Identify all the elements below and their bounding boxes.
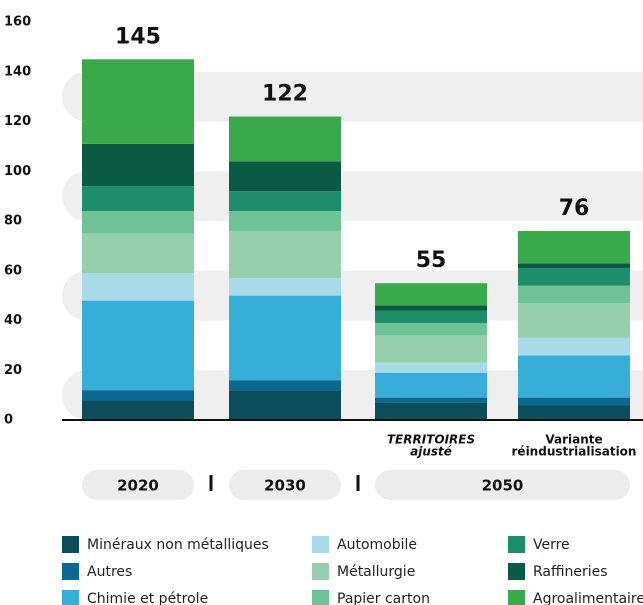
y-tick-label: 60 <box>4 263 22 278</box>
year-label: 2020 <box>117 477 159 495</box>
bar-segment <box>229 278 341 296</box>
band <box>62 171 643 221</box>
bar-segment <box>375 402 487 420</box>
bar-segment <box>82 211 194 234</box>
year-pill <box>375 470 630 500</box>
band <box>62 71 643 122</box>
bar-segment <box>82 143 194 187</box>
y-tick-label: 120 <box>4 114 31 129</box>
bar-segment <box>229 390 341 420</box>
y-tick-label: 20 <box>4 363 22 378</box>
bar-segment <box>518 405 630 420</box>
band <box>62 270 643 321</box>
bar-segment <box>375 362 487 373</box>
x-tick-label: TERRITOIRES <box>387 433 475 447</box>
legend-swatch <box>508 563 525 580</box>
legend-swatch <box>312 563 329 580</box>
bar-segment <box>82 186 194 212</box>
legend-swatch <box>508 590 525 605</box>
legend-label: Chimie et pétrole <box>87 591 208 605</box>
bar-segment <box>229 161 341 192</box>
legend-label: Autres <box>87 564 132 580</box>
total-label: 145 <box>115 24 161 49</box>
bar-segment <box>518 285 630 304</box>
bar-segment <box>229 191 341 212</box>
legend-swatch <box>508 536 525 553</box>
bar-segment <box>375 305 487 311</box>
year-label: 2030 <box>264 477 306 495</box>
bar-segment <box>518 230 630 264</box>
y-tick-label: 100 <box>4 164 31 179</box>
bar-segment <box>229 380 341 391</box>
x-tick-label: réindustrialisation <box>512 445 637 459</box>
bar-segment <box>229 116 341 162</box>
x-tick-label: Variante <box>545 433 602 447</box>
legend-swatch <box>62 563 79 580</box>
total-label: 122 <box>262 82 308 107</box>
legend-label: Raffineries <box>533 564 608 580</box>
legend-swatch <box>312 536 329 553</box>
bar-segment <box>518 268 630 286</box>
bar-segment <box>375 372 487 398</box>
bar-segment <box>375 335 487 363</box>
bar-segment <box>229 230 341 279</box>
bar-segment <box>82 390 194 401</box>
bar-segment <box>518 263 630 269</box>
legend-swatch <box>62 536 79 553</box>
bar-segment <box>518 397 630 406</box>
bar-segment <box>375 283 487 306</box>
separator <box>209 475 213 491</box>
x-tick-label: ajusté <box>410 445 452 459</box>
total-label: 76 <box>559 196 590 221</box>
total-label: 55 <box>416 248 447 273</box>
bar-segment <box>82 273 194 301</box>
bar-segment <box>518 337 630 356</box>
year-label: 2050 <box>482 477 524 495</box>
y-tick-label: 80 <box>4 214 22 229</box>
bar-segment <box>82 233 194 274</box>
legend-label: Métallurgie <box>337 564 415 580</box>
legend-swatch <box>312 590 329 605</box>
y-tick-label: 140 <box>4 64 31 79</box>
legend-label: Minéraux non métalliques <box>87 537 269 553</box>
year-pill <box>229 470 341 500</box>
legend-swatch <box>62 590 79 605</box>
bar-segment <box>82 59 194 144</box>
band <box>62 370 643 420</box>
y-tick-label: 160 <box>4 15 31 30</box>
y-tick-label: 40 <box>4 313 22 328</box>
year-pill <box>82 470 194 500</box>
bar-segment <box>518 355 630 398</box>
legend-label: Automobile <box>337 537 417 553</box>
legend-label: Verre <box>533 537 570 553</box>
bar-segment <box>229 211 341 231</box>
bar-segment <box>375 322 487 336</box>
bar-segment <box>375 397 487 403</box>
bar-segment <box>82 300 194 391</box>
bar-segment <box>518 303 630 338</box>
bar-segment <box>229 295 341 381</box>
legend-label: Agroalimentaire <box>533 591 643 605</box>
legend-label: Papier carton <box>337 591 430 605</box>
y-tick-label: 0 <box>4 413 13 428</box>
bar-segment <box>375 310 487 323</box>
separator <box>356 475 360 491</box>
bar-segment <box>82 400 194 420</box>
